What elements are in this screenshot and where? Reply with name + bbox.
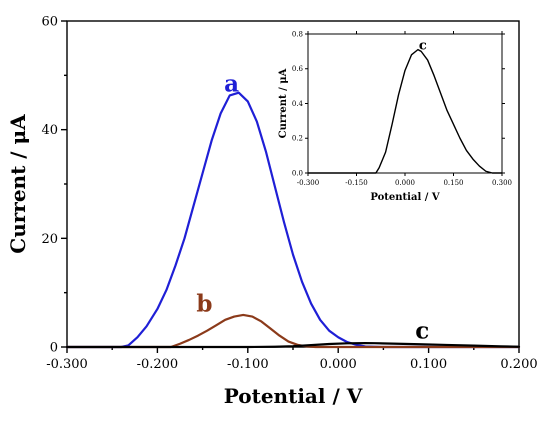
main-y-tick-label: 60 (41, 15, 58, 30)
inset-y-tick-label: 0.8 (292, 30, 303, 38)
inset-x-tick-label: 0.300 (492, 179, 512, 187)
inset-x-axis-label: Potential / V (370, 192, 439, 203)
main-x-tick-label: 0.000 (320, 357, 357, 372)
inset-y-tick-label: 0.4 (292, 100, 304, 108)
inset-series-c-line (307, 48, 503, 174)
main-x-axis-label: Potential / V (224, 384, 363, 408)
main-series-a-label: a (224, 71, 239, 98)
inset-series-c-label: c (419, 39, 427, 54)
inset-x-tick-label: 0.150 (443, 179, 463, 187)
inset-frame (307, 33, 503, 174)
main-series-a-line (65, 91, 521, 349)
main-series-b-label: b (196, 291, 212, 318)
main-y-tick-label: 0 (50, 341, 58, 356)
main-y-tick-label: 40 (41, 123, 58, 138)
main-x-tick-label: -0.200 (137, 357, 179, 372)
inset-y-tick-label: 0.6 (292, 65, 304, 73)
inset-y-tick-label: 0.0 (292, 169, 303, 177)
main-y-axis-label: Current / μA (6, 114, 30, 254)
main-plot: -0.300 -0.200 -0.100 0.000 0.100 0.200 0 20 40 60… (6, 15, 538, 408)
main-series-b-line (65, 313, 521, 349)
main-x-tick-label: 0.200 (500, 357, 537, 372)
inset-y-tick-label: 0.2 (292, 135, 303, 143)
main-series-c-line (65, 341, 521, 349)
main-x-tick-label: -0.100 (227, 357, 269, 372)
inset-x-tick-label: -0.300 (297, 179, 319, 187)
main-x-tick-label: 0.100 (410, 357, 447, 372)
inset-plot: -0.300 -0.150 0.000 0.150 0.300 0.0 0.2 0.4 0.6 0… (278, 30, 512, 203)
inset-x-tick-label: -0.150 (345, 179, 367, 187)
main-y-tick-label: 20 (41, 232, 58, 247)
main-x-tick-label: -0.300 (46, 357, 88, 372)
inset-y-axis-label: Current / μA (278, 68, 289, 138)
inset-x-tick-label: 0.000 (395, 179, 415, 187)
main-series-c-label: c (415, 317, 429, 344)
